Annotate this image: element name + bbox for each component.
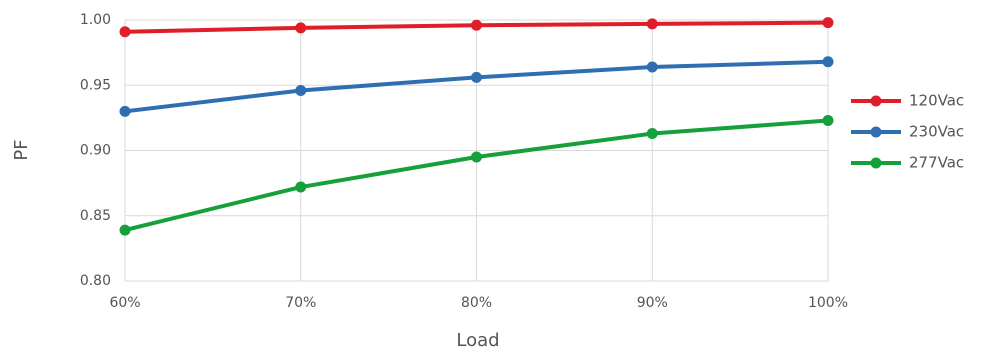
- data-point-230Vac-80%: [471, 71, 482, 83]
- legend-marker-277Vac: [870, 157, 882, 169]
- data-point-120Vac-90%: [646, 18, 658, 30]
- series-lines: [119, 17, 834, 236]
- y-tick-label: 0.90: [80, 143, 111, 159]
- gridlines: [124, 19, 829, 282]
- y-axis-title: PF: [11, 139, 32, 160]
- x-tick-label: 60%: [109, 295, 140, 311]
- x-tick-labels: 60% 70% 80% 90% 100%: [109, 295, 848, 311]
- y-tick-label: 1.00: [80, 12, 111, 28]
- legend-label-277Vac: 277Vac: [909, 154, 964, 172]
- legend-marker-120Vac: [870, 95, 882, 107]
- x-tick-label: 90%: [637, 295, 668, 311]
- x-tick-label: 70%: [285, 295, 316, 311]
- x-tick-label: 80%: [461, 295, 492, 311]
- data-point-277Vac-70%: [295, 181, 307, 193]
- y-tick-label: 0.80: [80, 273, 111, 289]
- data-point-277Vac-100%: [822, 114, 834, 126]
- data-point-277Vac-90%: [646, 128, 658, 140]
- data-point-277Vac-80%: [471, 151, 482, 163]
- data-point-230Vac-100%: [822, 56, 834, 68]
- x-tick-label: 100%: [808, 295, 848, 311]
- legend-label-120Vac: 120Vac: [909, 92, 964, 110]
- y-tick-label: 0.85: [80, 208, 111, 224]
- data-point-230Vac-90%: [646, 61, 658, 73]
- legend: 120Vac 230Vac 277Vac: [851, 92, 964, 172]
- data-point-230Vac-60%: [119, 105, 131, 117]
- y-tick-labels: 0.80 0.85 0.90 0.95 1.00: [80, 12, 111, 289]
- data-point-120Vac-60%: [119, 26, 131, 38]
- data-point-230Vac-70%: [295, 84, 307, 96]
- y-tick-label: 0.95: [80, 77, 111, 93]
- x-axis-title: Load: [456, 330, 499, 351]
- legend-label-230Vac: 230Vac: [909, 123, 964, 141]
- data-point-120Vac-100%: [822, 17, 834, 29]
- data-point-120Vac-70%: [295, 22, 307, 34]
- legend-marker-230Vac: [870, 126, 882, 138]
- data-point-120Vac-80%: [471, 19, 482, 31]
- data-point-277Vac-60%: [119, 224, 131, 236]
